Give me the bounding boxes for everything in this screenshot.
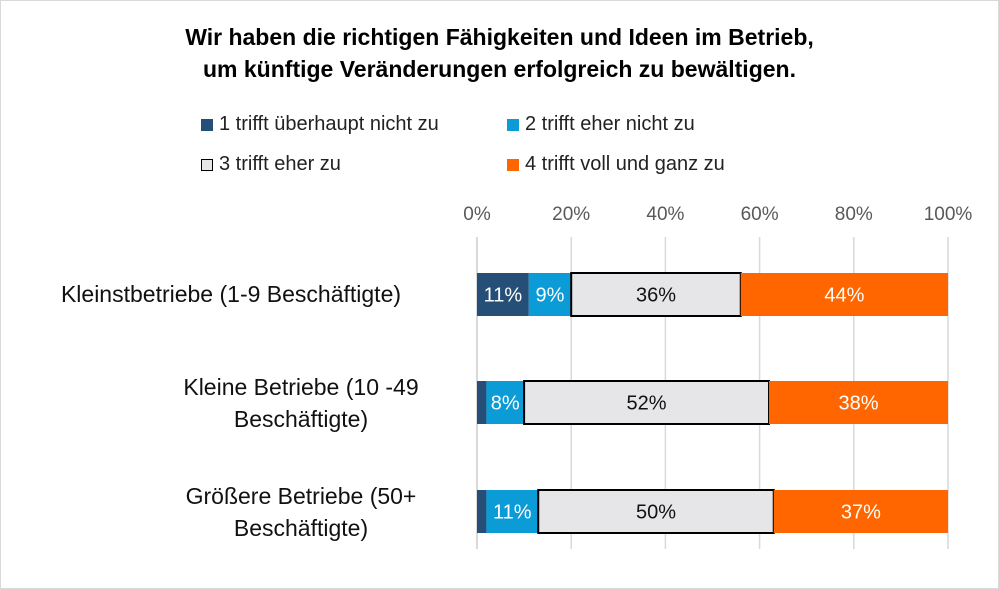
data-label: 36% bbox=[636, 285, 676, 307]
data-label: 50% bbox=[636, 502, 676, 524]
legend-item-3: 3 trifft eher zu bbox=[201, 153, 341, 176]
bar-segment bbox=[773, 490, 948, 533]
bar-segment bbox=[570, 272, 742, 317]
x-tick-label: 100% bbox=[924, 204, 973, 225]
title-line-1: Wir haben die richtigen Fähigkeiten und … bbox=[185, 24, 814, 50]
title-line-2: um künftige Veränderungen erfolgreich zu… bbox=[203, 56, 796, 82]
x-tick-label: 80% bbox=[835, 204, 873, 225]
legend-item-4: 4 trifft voll und ganz zu bbox=[507, 153, 725, 176]
data-label: 11% bbox=[493, 502, 532, 524]
bar-segment bbox=[477, 490, 487, 533]
x-tick-label: 60% bbox=[741, 204, 779, 225]
category-label: Kleine Betriebe (10 -49 Beschäftigte) bbox=[183, 374, 419, 432]
data-label: 9% bbox=[536, 285, 565, 307]
data-label: 52% bbox=[627, 393, 667, 415]
legend-item-2: 2 trifft eher nicht zu bbox=[507, 113, 695, 136]
bar-segment bbox=[523, 380, 771, 425]
legend-item-1: 1 trifft überhaupt nicht zu bbox=[201, 113, 439, 136]
data-label: 38% bbox=[838, 393, 878, 415]
bar-segment bbox=[537, 489, 775, 534]
data-label: 11% bbox=[484, 285, 523, 307]
data-label: 37% bbox=[841, 502, 881, 524]
bar-segment bbox=[769, 381, 948, 424]
data-label: 8% bbox=[491, 393, 520, 415]
x-tick-label: 0% bbox=[463, 204, 491, 225]
category-label: Kleinstbetriebe (1-9 Beschäftigte) bbox=[60, 281, 402, 307]
chart-title: Wir haben die richtigen Fähigkeiten und … bbox=[1, 21, 998, 85]
bar-segment bbox=[486, 381, 525, 424]
x-tick-label: 40% bbox=[646, 204, 684, 225]
x-tick-label: 20% bbox=[552, 204, 590, 225]
bar-segment bbox=[477, 381, 487, 424]
bar-segment bbox=[528, 273, 572, 316]
bar-segment bbox=[486, 490, 539, 533]
data-label: 44% bbox=[824, 285, 864, 307]
bar-segment bbox=[477, 273, 529, 316]
category-label: Größere Betriebe (50+ Beschäftigte) bbox=[185, 483, 417, 541]
bar-segment bbox=[740, 273, 948, 316]
